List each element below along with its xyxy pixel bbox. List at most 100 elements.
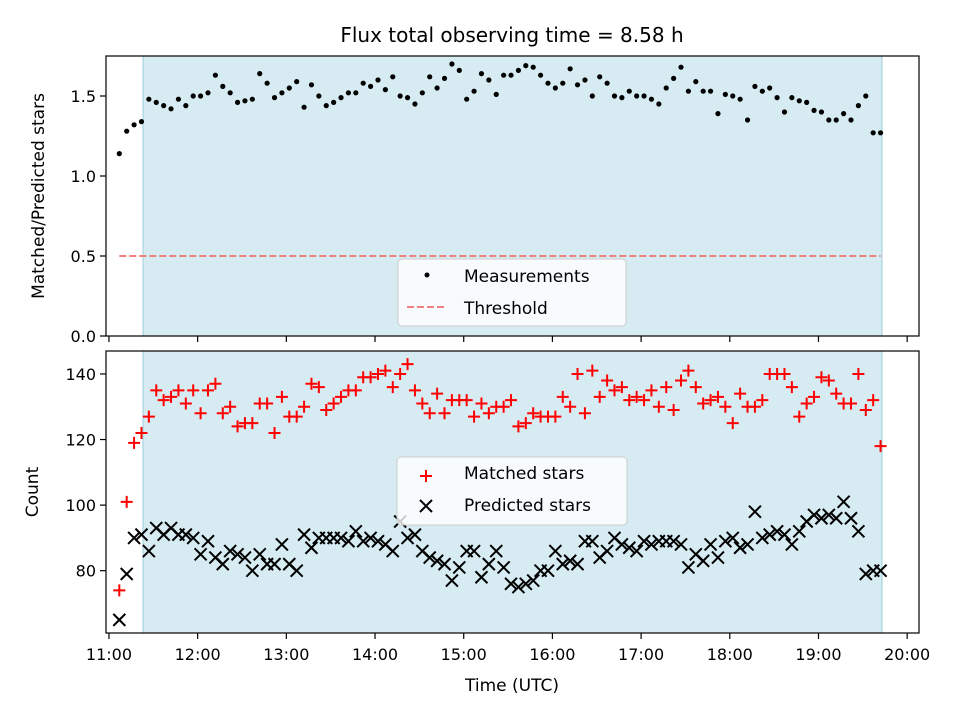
legend-measurements-label: Measurements bbox=[464, 267, 590, 287]
measurement-point bbox=[515, 67, 522, 73]
measurement-point bbox=[367, 83, 374, 89]
matched-stars-point bbox=[261, 397, 274, 410]
matched-stars-point bbox=[704, 394, 717, 407]
predicted-stars-point bbox=[814, 511, 829, 525]
predicted-stars-point bbox=[644, 537, 659, 552]
matched-stars-point bbox=[475, 397, 488, 410]
measurement-point bbox=[641, 93, 647, 99]
matched-stars-point bbox=[113, 584, 126, 597]
matched-stars-point bbox=[564, 400, 577, 413]
measurement-point bbox=[796, 98, 802, 104]
matched-stars-point bbox=[371, 367, 384, 380]
matched-stars-point bbox=[586, 364, 599, 377]
predicted-stars-point bbox=[386, 544, 400, 558]
top-panel: 0.0 0.5 1.0 1.5 Matched/Predicted stars Mea… bbox=[29, 55, 920, 346]
matched-stars-point bbox=[808, 390, 821, 403]
measurement-point bbox=[678, 64, 684, 70]
matched-stars-point bbox=[209, 377, 222, 390]
predicted-stars-point bbox=[807, 508, 821, 522]
matched-stars-point bbox=[268, 426, 281, 439]
predicted-stars-point bbox=[519, 577, 533, 591]
x-axis-label: Time (UTC) bbox=[464, 676, 559, 696]
measurement-point bbox=[397, 93, 403, 99]
matched-stars-point bbox=[482, 407, 495, 420]
matched-stars-point bbox=[675, 374, 688, 387]
matched-stars-point bbox=[187, 384, 200, 397]
measurement-point bbox=[419, 90, 425, 96]
predicted-stars-point bbox=[400, 531, 415, 545]
measurement-point bbox=[537, 72, 544, 78]
measurement-point bbox=[308, 82, 315, 88]
bottom-legend: Matched stars Predicted stars bbox=[396, 456, 628, 526]
measurement-point bbox=[486, 77, 492, 83]
bottom-y-axis: 80 100 120 140 bbox=[65, 365, 106, 581]
predicted-stars-point bbox=[201, 534, 215, 548]
matched-stars-point bbox=[305, 377, 318, 390]
measurement-point bbox=[456, 67, 462, 73]
predicted-stars-point bbox=[127, 531, 141, 545]
predicted-stars-point bbox=[740, 537, 755, 552]
predicted-stars-point bbox=[474, 570, 489, 584]
matched-stars-point bbox=[852, 367, 865, 380]
predicted-stars-point bbox=[349, 524, 363, 539]
measurement-point bbox=[767, 85, 773, 91]
matched-stars-point bbox=[719, 400, 732, 413]
matched-stars-point bbox=[216, 407, 229, 420]
predicted-stars-point bbox=[275, 537, 289, 552]
matched-stars-point bbox=[408, 384, 421, 397]
measurement-point bbox=[730, 93, 736, 99]
matched-stars-point bbox=[179, 397, 192, 410]
predicted-stars-point bbox=[548, 544, 563, 558]
predicted-stars-point bbox=[223, 544, 237, 558]
measurement-point bbox=[345, 90, 352, 96]
top-legend-box bbox=[397, 258, 627, 327]
predicted-stars-point bbox=[629, 544, 644, 558]
measurement-point bbox=[471, 88, 477, 94]
measurement-point bbox=[671, 75, 677, 81]
predicted-stars-point bbox=[482, 557, 496, 571]
bottom-axes-frame bbox=[105, 350, 920, 634]
predicted-stars-point bbox=[785, 537, 799, 552]
matched-stars-point bbox=[438, 407, 451, 420]
predicted-stars-point bbox=[238, 550, 252, 565]
measurement-point bbox=[316, 93, 322, 99]
matched-stars-point bbox=[290, 410, 303, 423]
predicted-stars-point bbox=[563, 554, 577, 568]
predicted-stars-point bbox=[430, 554, 444, 568]
matched-stars-point bbox=[845, 397, 858, 410]
matched-stars-point bbox=[231, 420, 244, 433]
matched-stars-point bbox=[630, 390, 643, 403]
measurement-point bbox=[634, 93, 640, 99]
bottom-x-tick-label: 19:00 bbox=[795, 645, 841, 664]
matched-stars-point bbox=[667, 404, 680, 417]
measurement-point bbox=[774, 95, 780, 101]
measurement-point bbox=[700, 88, 706, 94]
matched-stars-point bbox=[460, 394, 473, 407]
measurement-point bbox=[833, 117, 839, 123]
measurement-point bbox=[530, 64, 536, 70]
top-axes-frame bbox=[105, 55, 920, 337]
matched-stars-point bbox=[120, 495, 133, 508]
measurement-point bbox=[205, 90, 211, 96]
legend-measurements-marker bbox=[424, 272, 430, 278]
measurement-point bbox=[427, 74, 433, 80]
measurement-point bbox=[338, 95, 344, 101]
predicted-stars-point bbox=[556, 557, 570, 571]
measurement-point bbox=[589, 93, 595, 99]
matched-stars-point bbox=[512, 420, 525, 433]
measurement-point bbox=[153, 99, 159, 105]
measurement-point bbox=[286, 85, 292, 91]
matched-stars-point bbox=[756, 394, 769, 407]
matched-stars-point bbox=[386, 381, 399, 394]
measurement-point bbox=[523, 63, 529, 69]
predicted-stars-point bbox=[844, 511, 858, 525]
measurement-point bbox=[826, 117, 832, 123]
matched-stars-point bbox=[379, 364, 392, 377]
measurement-point bbox=[161, 103, 167, 109]
predicted-stars-point bbox=[504, 577, 518, 591]
matched-stars-point bbox=[689, 381, 702, 394]
predicted-stars-point bbox=[718, 534, 733, 548]
legend-matched-marker bbox=[420, 470, 432, 482]
measurement-point bbox=[124, 128, 130, 134]
measurement-point bbox=[294, 79, 300, 85]
